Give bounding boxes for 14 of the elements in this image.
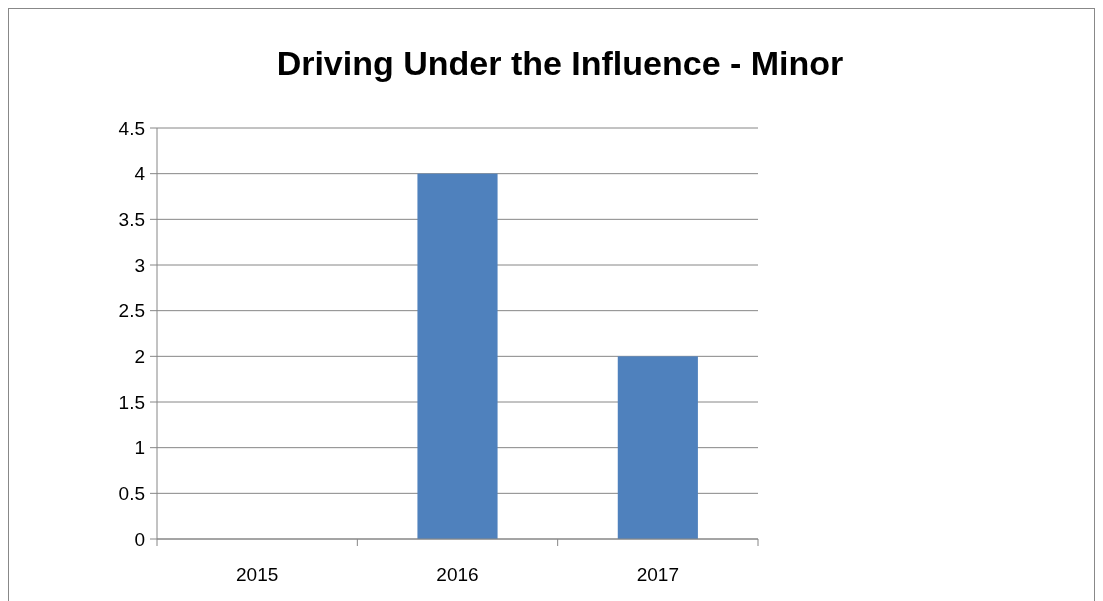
y-tick-label: 0.5	[118, 482, 145, 504]
y-tick-label: 4	[134, 163, 146, 185]
chart-title: Driving Under the Influence - Minor	[276, 44, 844, 82]
y-tick-label: 4.5	[118, 117, 145, 139]
x-tick-label: 2015	[236, 564, 279, 585]
x-tick-label: 2016	[436, 564, 479, 585]
x-tick-label: 2017	[636, 564, 679, 585]
y-tick-label: 0	[134, 528, 145, 550]
y-tick-label: 2	[134, 345, 145, 367]
y-tick-label: 3.5	[118, 208, 145, 230]
y-tick-label: 3	[134, 254, 145, 276]
y-tick-label: 1	[134, 437, 145, 459]
y-tick-label: 2.5	[118, 300, 145, 322]
y-tick-label: 1.5	[118, 391, 145, 413]
